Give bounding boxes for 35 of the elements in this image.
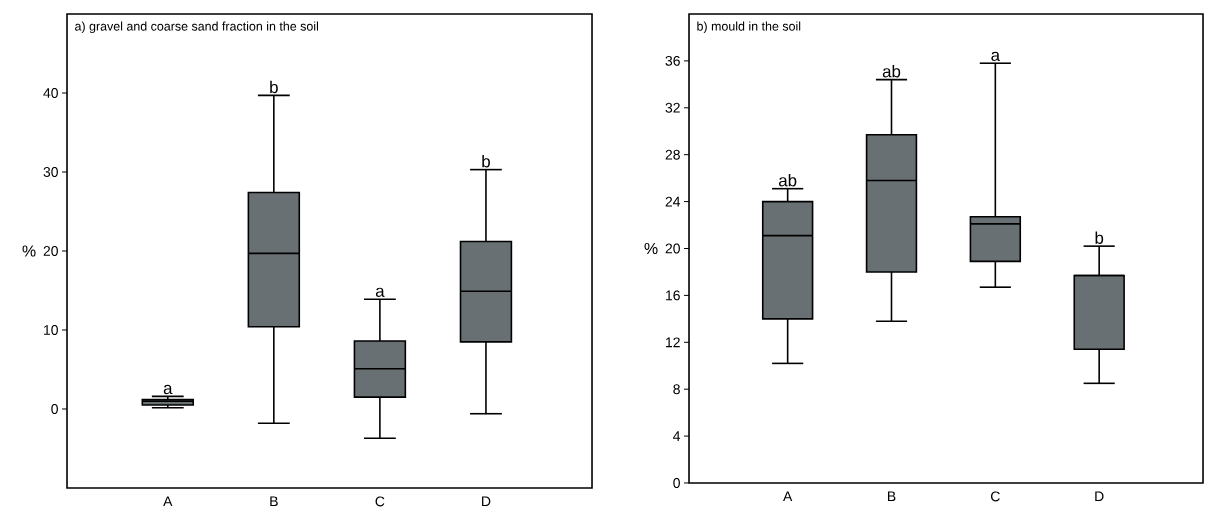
text: b) mould in the soil [697,21,801,34]
annotation: b [1095,231,1104,244]
x-tick-label: A [783,491,793,502]
y-tick-label: 0 [673,478,680,488]
annotation: ab [882,65,901,78]
y-tick-label: 20 [43,246,58,256]
x-tick-label: C [375,496,385,507]
y-tick-label: 10 [44,325,58,335]
y-tick-label: 40 [43,88,58,98]
x-tick-label: C [991,491,1000,502]
annotation: b [482,154,490,168]
y-axis-title: % [22,245,36,257]
x-tick-label: D [1095,491,1104,502]
y-tick-label: 0 [51,404,58,414]
y-tick-label: 32 [665,102,680,113]
annotation: ab [778,174,797,187]
y-tick-label: 30 [43,167,58,177]
y-tick-label: 28 [665,149,680,160]
annotation: b [270,80,278,94]
x-tick-label: D [482,496,491,507]
y-tick-label: 12 [666,337,680,348]
y-tick-label: 20 [665,243,680,254]
annotation: a [991,51,1001,62]
y-tick-label: 36 [665,55,680,66]
text: a) gravel and coarse sand fraction in the soil [75,21,319,34]
y-tick-label: 16 [666,290,680,301]
annotation: a [375,287,385,297]
y-tick-label: 24 [665,196,681,207]
x-tick-label: B [270,496,278,507]
x-tick-label: B [887,491,896,502]
annotation: a [163,384,173,395]
y-axis-title: % [644,242,658,255]
y-tick-label: 4 [673,431,681,441]
x-tick-label: A [163,496,173,507]
y-tick-label: 8 [673,384,680,395]
